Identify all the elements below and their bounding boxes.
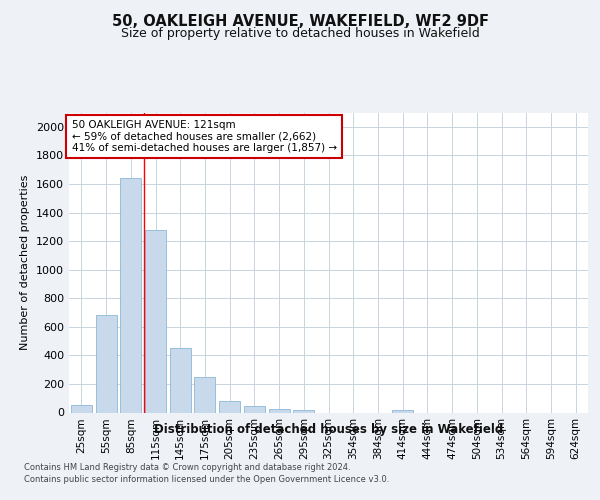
Bar [269, 409, 290, 412]
Bar [120, 178, 141, 412]
Bar [244, 406, 265, 412]
Text: Distribution of detached houses by size in Wakefield: Distribution of detached houses by size … [154, 422, 503, 436]
Bar [145, 230, 166, 412]
Text: Size of property relative to detached houses in Wakefield: Size of property relative to detached ho… [121, 28, 479, 40]
Bar [194, 377, 215, 412]
Text: 50 OAKLEIGH AVENUE: 121sqm
← 59% of detached houses are smaller (2,662)
41% of s: 50 OAKLEIGH AVENUE: 121sqm ← 59% of deta… [71, 120, 337, 153]
Bar [219, 401, 240, 412]
Y-axis label: Number of detached properties: Number of detached properties [20, 175, 31, 350]
Bar [293, 410, 314, 412]
Bar [95, 316, 116, 412]
Bar [71, 404, 92, 412]
Text: 50, OAKLEIGH AVENUE, WAKEFIELD, WF2 9DF: 50, OAKLEIGH AVENUE, WAKEFIELD, WF2 9DF [112, 14, 488, 29]
Bar [170, 348, 191, 412]
Bar [392, 410, 413, 412]
Text: Contains public sector information licensed under the Open Government Licence v3: Contains public sector information licen… [24, 475, 389, 484]
Text: Contains HM Land Registry data © Crown copyright and database right 2024.: Contains HM Land Registry data © Crown c… [24, 462, 350, 471]
